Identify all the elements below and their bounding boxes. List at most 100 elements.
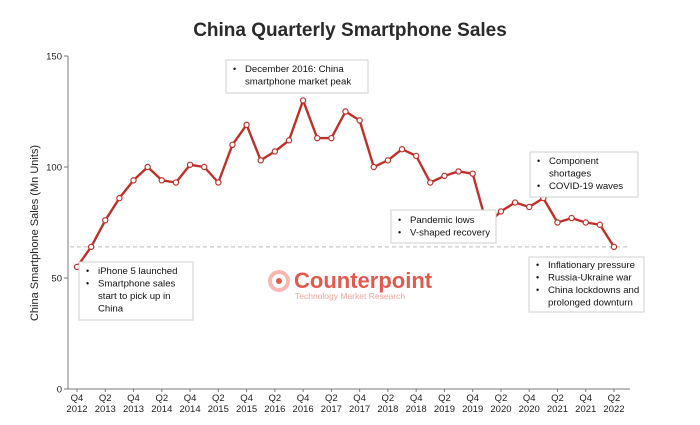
data-point <box>116 194 123 202</box>
x-tick-label-quarter: Q2 <box>438 393 451 404</box>
annotation-text: Pandemic lows <box>410 215 475 226</box>
x-tick-label-quarter: Q4 <box>353 393 366 404</box>
x-tick-label-quarter: Q2 <box>99 393 112 404</box>
annotation-text: start to pick up in <box>98 291 171 302</box>
data-point <box>497 208 505 215</box>
x-tick-label-year: 2015 <box>236 404 257 415</box>
counterpoint-watermark: Counterpoint Technology Market Research <box>268 268 433 301</box>
x-tick-label-year: 2016 <box>264 404 285 415</box>
annotation-box: • iPhone 5 launched • Smartphone salesstart… <box>78 261 194 321</box>
annotation-text: prolonged downturn <box>548 298 633 309</box>
annotation-box: • December 2016: China smartphone market p… <box>225 59 369 94</box>
x-tick-label-year: 2013 <box>95 404 116 415</box>
data-point <box>412 152 420 160</box>
x-tick-label-year: 2018 <box>406 404 427 415</box>
annotation-bullet: • <box>537 156 540 166</box>
annotation-box: • Inflationary pressure • Russia-Ukraine wa… <box>528 256 645 313</box>
data-point <box>257 157 264 164</box>
data-point <box>427 179 434 186</box>
data-point <box>186 161 194 168</box>
x-tick-label-year: 2019 <box>434 404 455 415</box>
x-tick-label-quarter: Q2 <box>495 393 508 404</box>
x-tick-label-year: 2012 <box>66 404 87 415</box>
x-tick-label-quarter: Q2 <box>325 393 338 404</box>
annotation-bullet: • <box>233 64 236 74</box>
annotation-text: China <box>98 304 124 315</box>
data-point <box>356 117 363 124</box>
x-tick-label-year: 2014 <box>179 404 200 415</box>
annotation-bullet: • <box>536 285 539 295</box>
data-point <box>271 148 279 155</box>
annotation-text: China lockdowns and <box>548 285 639 296</box>
annotation-frame <box>528 256 645 313</box>
x-tick-label-quarter: Q2 <box>551 393 564 404</box>
x-tick-label-year: 2013 <box>123 404 144 415</box>
data-point <box>455 168 462 175</box>
annotation-text: iPhone 5 launched <box>98 266 177 277</box>
x-tick-label-year: 2017 <box>321 404 342 415</box>
y-tick-label: 50 <box>51 274 62 285</box>
x-tick-label-quarter: Q4 <box>466 393 479 404</box>
data-point <box>215 179 222 186</box>
x-tick-label-year: 2020 <box>519 404 540 415</box>
logo-mark-dot <box>276 278 282 284</box>
data-point <box>172 179 180 186</box>
annotation-text: COVID-19 waves <box>549 181 623 192</box>
data-point <box>328 134 335 142</box>
data-point <box>285 137 293 144</box>
data-point <box>144 163 151 171</box>
annotation-bullet: • <box>537 181 540 191</box>
data-point <box>398 146 406 153</box>
y-axis-label: China Smartphone Sales (Mn Units) <box>29 145 41 321</box>
watermark-name: Counterpoint <box>294 268 433 293</box>
y-tick-label: 100 <box>46 163 62 174</box>
x-tick-label-year: 2022 <box>603 404 624 415</box>
data-point <box>526 203 533 211</box>
annotation-text: December 2016: China <box>245 64 344 75</box>
x-tick-label-quarter: Q2 <box>382 393 395 404</box>
y-tick-label: 0 <box>57 385 62 396</box>
annotation-frame <box>78 261 194 321</box>
data-point <box>596 221 604 228</box>
annotation-bullet: • <box>86 279 89 289</box>
data-point <box>200 163 208 171</box>
chart-title: China Quarterly Smartphone Sales <box>193 20 507 41</box>
annotation-frame <box>390 209 497 244</box>
x-tick-label-quarter: Q4 <box>523 393 536 404</box>
annotation-text: Smartphone sales <box>98 279 176 290</box>
x-tick-label-year: 2015 <box>208 404 229 415</box>
data-point <box>299 97 307 104</box>
data-point <box>87 243 95 251</box>
annotation-text: V-shaped recovery <box>410 228 490 239</box>
annotation-text: Component <box>549 156 599 167</box>
x-tick-label-year: 2020 <box>490 404 511 415</box>
data-point <box>314 134 321 142</box>
y-tick-label: 150 <box>46 52 62 63</box>
annotation-bullet: • <box>398 215 401 225</box>
x-tick-label-quarter: Q2 <box>212 393 225 404</box>
data-point <box>130 177 137 184</box>
data-point <box>554 219 561 226</box>
data-point <box>158 177 165 184</box>
data-point <box>610 243 618 251</box>
data-point <box>568 214 575 222</box>
data-point <box>384 157 392 164</box>
x-tick-label-quarter: Q4 <box>297 393 310 404</box>
annotation-text: Russia-Ukraine war <box>548 273 633 284</box>
annotation-box: • Component shortages • COVID-19 waves <box>529 151 639 198</box>
x-tick-label-quarter: Q4 <box>71 393 84 404</box>
annotation-bullet: • <box>536 273 539 283</box>
x-tick-label-quarter: Q2 <box>155 393 168 404</box>
annotation-box: • Pandemic lows • V-shaped recovery <box>390 209 497 244</box>
annotation-bullet: • <box>86 266 89 276</box>
x-tick-label-quarter: Q4 <box>579 393 592 404</box>
data-point <box>582 219 589 226</box>
annotation-bullet: • <box>398 228 401 238</box>
data-point <box>342 108 349 115</box>
x-tick-label-quarter: Q4 <box>184 393 197 404</box>
x-tick-label-year: 2021 <box>575 404 596 415</box>
x-tick-label-year: 2016 <box>293 404 314 415</box>
x-tick-label-year: 2021 <box>547 404 568 415</box>
annotation-frame <box>225 59 369 94</box>
